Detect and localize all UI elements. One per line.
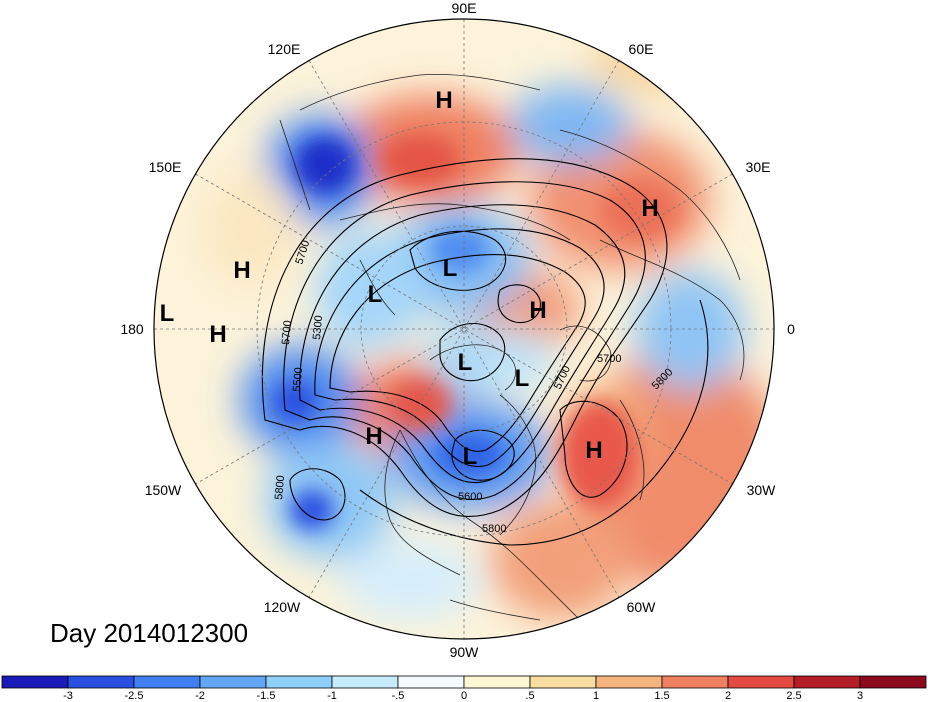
pressure-center-marker: L (368, 281, 383, 308)
graticule (154, 19, 774, 639)
colorbar-tick-label: -1 (327, 690, 337, 702)
pressure-center-marker: H (585, 437, 602, 464)
height-contours (261, 158, 709, 546)
lon-label-150w: 150W (145, 482, 182, 498)
pressure-center-marker: H (529, 297, 546, 324)
colorbar: -3 -2.5 -2 -1.5 -1 -.5 0 .5 1 1.5 2 2.5 3 (1, 675, 927, 702)
colorbar-swatch (793, 675, 861, 689)
colorbar-tick-label: 3 (857, 690, 863, 702)
pressure-center-marker: L (515, 365, 530, 392)
pressure-center-marker: L (443, 255, 458, 282)
colorbar-tick-label: 1 (593, 690, 599, 702)
colorbar-swatch (331, 675, 399, 689)
contour-label: 5600 (458, 491, 482, 503)
lon-label-60e: 60E (629, 41, 654, 57)
colorbar-swatch (397, 675, 465, 689)
colorbar-tick-label: -1.5 (257, 690, 276, 702)
contour-label: 5300 (311, 315, 325, 340)
colorbar-tick-label: 0 (461, 690, 467, 702)
pressure-center-marker: H (435, 87, 452, 114)
colorbar-swatch (133, 675, 201, 689)
lon-label-150e: 150E (149, 159, 182, 175)
pressure-center-marker: L (160, 300, 175, 327)
colorbar-swatch (529, 675, 597, 689)
contour-label: 5700 (597, 353, 621, 365)
pressure-center-marker: H (233, 257, 250, 284)
lon-label-120w: 120W (264, 599, 301, 615)
colorbar-swatch (727, 675, 795, 689)
colorbar-tick-label: 2 (725, 690, 731, 702)
pressure-center-marker: L (463, 443, 478, 470)
lon-label-30w: 30W (747, 482, 777, 498)
contour-label: 5800 (273, 475, 287, 500)
colorbar-swatch (595, 675, 663, 689)
pressure-center-marker: H (641, 195, 658, 222)
colorbar-tick-label: -2 (195, 690, 205, 702)
pressure-center-marker: H (209, 321, 226, 348)
colorbar-swatch (67, 675, 135, 689)
coastlines (279, 73, 745, 639)
colorbar-tick-label: 2.5 (786, 690, 801, 702)
lon-label-90e: 90E (452, 0, 477, 16)
contour-label: 5700 (280, 320, 294, 345)
colorbar-tick-label: -2.5 (125, 690, 144, 702)
colorbar-tick-label: .5 (525, 690, 534, 702)
colorbar-tick-label: -3 (63, 690, 73, 702)
colorbar-swatch (199, 675, 267, 689)
lon-label-120e: 120E (268, 41, 301, 57)
contour-label: 5500 (291, 367, 305, 392)
colorbar-swatch (1, 675, 69, 689)
lon-label-0: 0 (787, 321, 795, 337)
lon-label-60w: 60W (627, 599, 657, 615)
lon-label-30e: 30E (746, 159, 771, 175)
contour-label: 5800 (482, 523, 506, 535)
colorbar-swatch (661, 675, 729, 689)
map-boundary (153, 18, 775, 640)
colorbar-swatch (463, 675, 531, 689)
colorbar-swatch (265, 675, 333, 689)
lon-label-180: 180 (120, 321, 144, 337)
anomaly-shading (154, 19, 774, 639)
lon-label-90w: 90W (450, 644, 480, 660)
colorbar-swatch (859, 675, 927, 689)
figure-title: Day 2014012300 (50, 618, 249, 648)
colorbar-tick-label: 1.5 (654, 690, 669, 702)
pressure-center-marker: L (458, 349, 473, 376)
colorbar-tick-label: -.5 (392, 690, 405, 702)
pressure-center-marker: H (365, 423, 382, 450)
